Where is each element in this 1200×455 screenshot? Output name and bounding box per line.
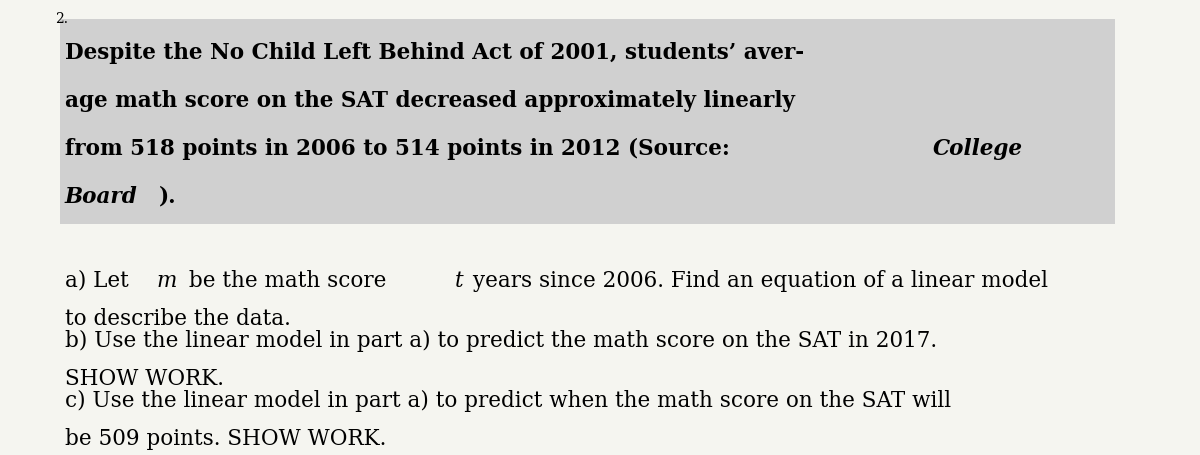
Text: c) Use the linear model in part a) to predict when the math score on the SAT wil: c) Use the linear model in part a) to pr…: [65, 389, 952, 411]
Text: age math score on the SAT decreased approximately linearly: age math score on the SAT decreased appr…: [65, 90, 794, 112]
Text: SHOW WORK.: SHOW WORK.: [65, 367, 224, 389]
Text: be the math score: be the math score: [182, 269, 394, 291]
Text: years since 2006. Find an equation of a linear model: years since 2006. Find an equation of a …: [466, 269, 1048, 291]
Text: b) Use the linear model in part a) to predict the math score on the SAT in 2017.: b) Use the linear model in part a) to pr…: [65, 329, 937, 351]
Text: Board: Board: [65, 186, 138, 207]
Text: ).: ).: [158, 186, 176, 207]
Text: to describe the data.: to describe the data.: [65, 307, 290, 329]
Text: m: m: [156, 269, 176, 291]
Text: t: t: [455, 269, 463, 291]
Text: from 518 points in 2006 to 514 points in 2012 (Source:: from 518 points in 2006 to 514 points in…: [65, 138, 737, 160]
Text: be 509 points. SHOW WORK.: be 509 points. SHOW WORK.: [65, 427, 386, 449]
Text: 2.: 2.: [55, 12, 68, 26]
Text: a) Let: a) Let: [65, 269, 136, 291]
Text: Despite the No Child Left Behind Act of 2001, students’ aver-: Despite the No Child Left Behind Act of …: [65, 42, 804, 64]
Bar: [60, 20, 1115, 224]
Text: College: College: [932, 138, 1022, 160]
